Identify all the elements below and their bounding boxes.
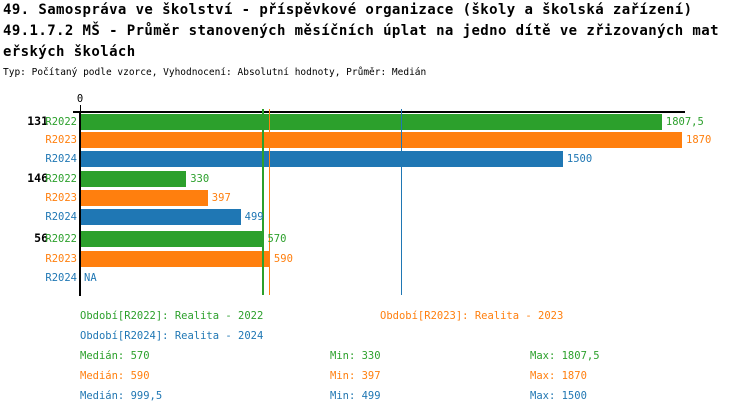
series-label-r2024: R2024 <box>45 272 77 284</box>
bar-r2023 <box>81 251 270 267</box>
group-label: 56 <box>34 231 48 245</box>
bar-value-label: 570 <box>267 233 287 245</box>
stat-min-r2023: Min: 397 <box>330 370 381 382</box>
bar-r2022 <box>81 171 187 187</box>
stat-max-r2022: Max: 1807,5 <box>530 350 600 362</box>
stat-median-r2022: Medián: 570 <box>80 350 150 362</box>
x-axis-tick-label: 0 <box>76 93 84 105</box>
legend-item-r2024: Období[R2024]: Realita - 2024 <box>80 330 264 342</box>
legend-item-r2022: Období[R2022]: Realita - 2022 <box>80 310 264 322</box>
legend-item-r2023: Období[R2023]: Realita - 2023 <box>380 310 564 322</box>
bar-r2022 <box>81 114 662 130</box>
stat-min-r2022: Min: 330 <box>330 350 381 362</box>
report-title-line2: 49.1.7.2 MŠ - Průměr stanovených měsíční… <box>3 23 719 39</box>
bar-r2023 <box>81 132 682 148</box>
bar-value-label: 499 <box>244 211 264 223</box>
x-axis-tick <box>79 105 81 111</box>
series-label-r2023: R2023 <box>45 253 77 265</box>
bar-value-label: 1500 <box>566 153 593 165</box>
bar-value-label: NA <box>84 272 97 284</box>
stat-median-r2024: Medián: 999,5 <box>80 390 163 402</box>
series-label-r2023: R2023 <box>45 192 77 204</box>
median-line-r2022 <box>262 109 264 295</box>
bar-r2022 <box>81 231 264 247</box>
y-axis-line <box>79 111 81 296</box>
stat-max-r2023: Max: 1870 <box>530 370 587 382</box>
series-label-r2024: R2024 <box>45 211 77 223</box>
bar-r2024 <box>81 151 563 167</box>
group-label: 146 <box>27 171 48 185</box>
series-label-r2022: R2022 <box>45 233 77 245</box>
stat-median-r2023: Medián: 590 <box>80 370 150 382</box>
series-label-r2022: R2022 <box>45 173 77 185</box>
bar-value-label: 1870 <box>686 134 712 146</box>
group-label: 131 <box>27 114 48 128</box>
bar-value-label: 1807,5 <box>665 116 704 128</box>
bar-r2023 <box>81 190 208 206</box>
bar-value-label: 397 <box>211 192 231 204</box>
report-subtitle: Typ: Počítaný podle vzorce, Vyhodnocení:… <box>3 67 427 78</box>
x-axis-line <box>73 111 685 113</box>
bar-value-label: 590 <box>273 253 293 265</box>
stat-max-r2024: Max: 1500 <box>530 390 587 402</box>
median-line-r2023 <box>268 109 271 295</box>
series-label-r2023: R2023 <box>45 134 77 146</box>
stat-min-r2024: Min: 499 <box>330 390 381 402</box>
bar-value-label: 330 <box>190 173 210 185</box>
report-title-line1: 49. Samospráva ve školství - příspěvkové… <box>3 2 693 18</box>
report-title-line3: eřských školách <box>3 44 136 60</box>
median-line-r2024 <box>400 109 403 295</box>
series-label-r2022: R2022 <box>45 116 77 128</box>
bar-r2024 <box>81 209 241 225</box>
series-label-r2024: R2024 <box>45 153 77 165</box>
